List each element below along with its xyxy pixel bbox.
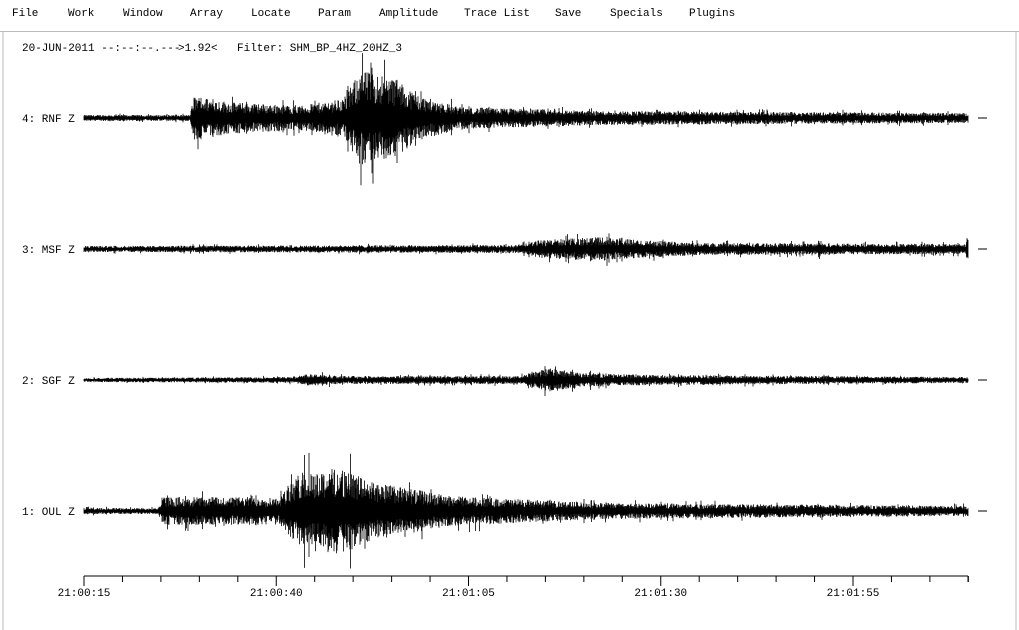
scale-factor: >1.92< — [178, 43, 218, 55]
time-label: 21:00:15 — [58, 588, 111, 600]
filter-name: Filter: SHM_BP_4HZ_20HZ_3 — [237, 43, 402, 55]
waveform — [83, 452, 969, 569]
time-label: 21:01:05 — [442, 588, 495, 600]
menu-item[interactable]: Save — [555, 8, 582, 20]
menu-item[interactable]: File — [12, 8, 39, 20]
menu-item[interactable]: Window — [123, 8, 163, 20]
datetime: 20-JUN-2011 --:--:--.--- — [22, 43, 180, 55]
menu-item[interactable]: Trace List — [464, 8, 531, 20]
trace-label: 1: OUL Z — [22, 507, 75, 519]
trace-label: 2: SGF Z — [22, 376, 75, 388]
waveform — [83, 366, 969, 396]
time-label: 21:01:55 — [827, 588, 880, 600]
time-label: 21:01:30 — [634, 588, 687, 600]
menu-bar: File Work Window Array Locate Param Amplitude T… — [0, 0, 1019, 32]
menu-item[interactable]: Param — [318, 8, 352, 20]
waveform — [83, 233, 969, 266]
menu-item[interactable]: Plugins — [689, 8, 736, 20]
trace-label: 4: RNF Z — [22, 114, 75, 126]
trace-label: 3: MSF Z — [22, 245, 75, 257]
menu-item[interactable]: Work — [68, 8, 95, 20]
waveform — [83, 53, 969, 186]
menu-item[interactable]: Array — [190, 8, 224, 20]
menu-item[interactable]: Locate — [251, 8, 291, 20]
time-label: 21:00:40 — [250, 588, 303, 600]
menu-item[interactable]: Amplitude — [379, 8, 439, 20]
menu-item[interactable]: Specials — [610, 8, 663, 20]
